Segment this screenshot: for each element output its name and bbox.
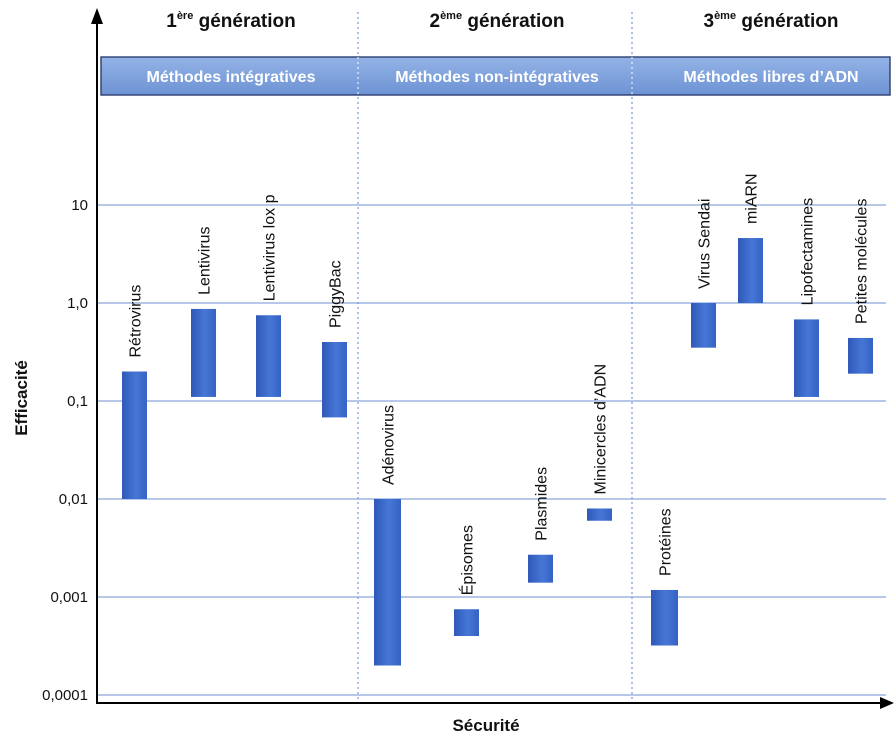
y-tick-label: 10 (71, 197, 88, 214)
bar-label: Protéines (658, 508, 675, 576)
axes (91, 8, 894, 709)
bar-label: Adénovirus (381, 405, 398, 485)
generation-title: 2ème génération (429, 10, 564, 32)
range-bar (848, 337, 873, 374)
method-band-box (100, 56, 891, 96)
generation-title: 3ème génération (703, 10, 838, 32)
range-bar (691, 303, 716, 348)
range-bar (322, 341, 347, 418)
method-label: Méthodes intégratives (147, 69, 316, 86)
grid (97, 204, 886, 696)
y-tick-label: 0,001 (50, 589, 88, 606)
bar-label: Minicercles d’ADN (593, 364, 610, 495)
bar-label: Épisomes (458, 525, 477, 595)
range-bar (651, 589, 678, 646)
range-bar (528, 554, 553, 583)
range-bar (122, 371, 147, 499)
y-tick-label: 0,0001 (42, 687, 88, 704)
generation-dividers (357, 12, 633, 703)
y-tick-label: 0,1 (67, 393, 88, 410)
bar-labels: Rétrovirus Lentivirus Lentivirus lox p Pigg… (128, 173, 871, 595)
generation-headers: 1ère génération Méthodes intégratives 2ème… (147, 10, 859, 86)
bar-label: Lentivirus lox p (262, 194, 279, 301)
y-axis-title: Efficacité (12, 360, 31, 436)
x-axis-arrow-icon (880, 697, 894, 709)
method-label: Méthodes libres d’ADN (683, 69, 858, 86)
generation-title: 1ère génération (166, 10, 296, 32)
range-bar (738, 238, 763, 303)
bar-label: Virus Sendai (697, 199, 714, 289)
bar-label: PiggyBac (328, 260, 345, 328)
bar-label: miARN (744, 173, 761, 224)
x-axis-title: Sécurité (452, 716, 519, 735)
bar-label: Petites molécules (854, 199, 871, 324)
y-tick-labels: 10 1,0 0,1 0,01 0,001 0,0001 (42, 197, 88, 704)
y-tick-label: 0,01 (59, 491, 88, 508)
range-bar (794, 319, 819, 397)
y-tick-label: 1,0 (67, 295, 88, 312)
method-band (100, 56, 891, 96)
range-bar (587, 508, 612, 521)
range-bars (122, 238, 873, 666)
range-bar (374, 499, 401, 666)
bar-label: Lentivirus (197, 226, 214, 294)
range-bar (191, 308, 216, 397)
bar-label: Lipofectamines (800, 198, 817, 306)
method-label: Méthodes non-intégratives (395, 69, 599, 86)
bar-label: Rétrovirus (128, 285, 145, 358)
y-axis-arrow-icon (91, 8, 103, 24)
bar-label: Plasmides (534, 467, 551, 541)
range-bar (256, 315, 281, 397)
range-bar (454, 609, 479, 636)
